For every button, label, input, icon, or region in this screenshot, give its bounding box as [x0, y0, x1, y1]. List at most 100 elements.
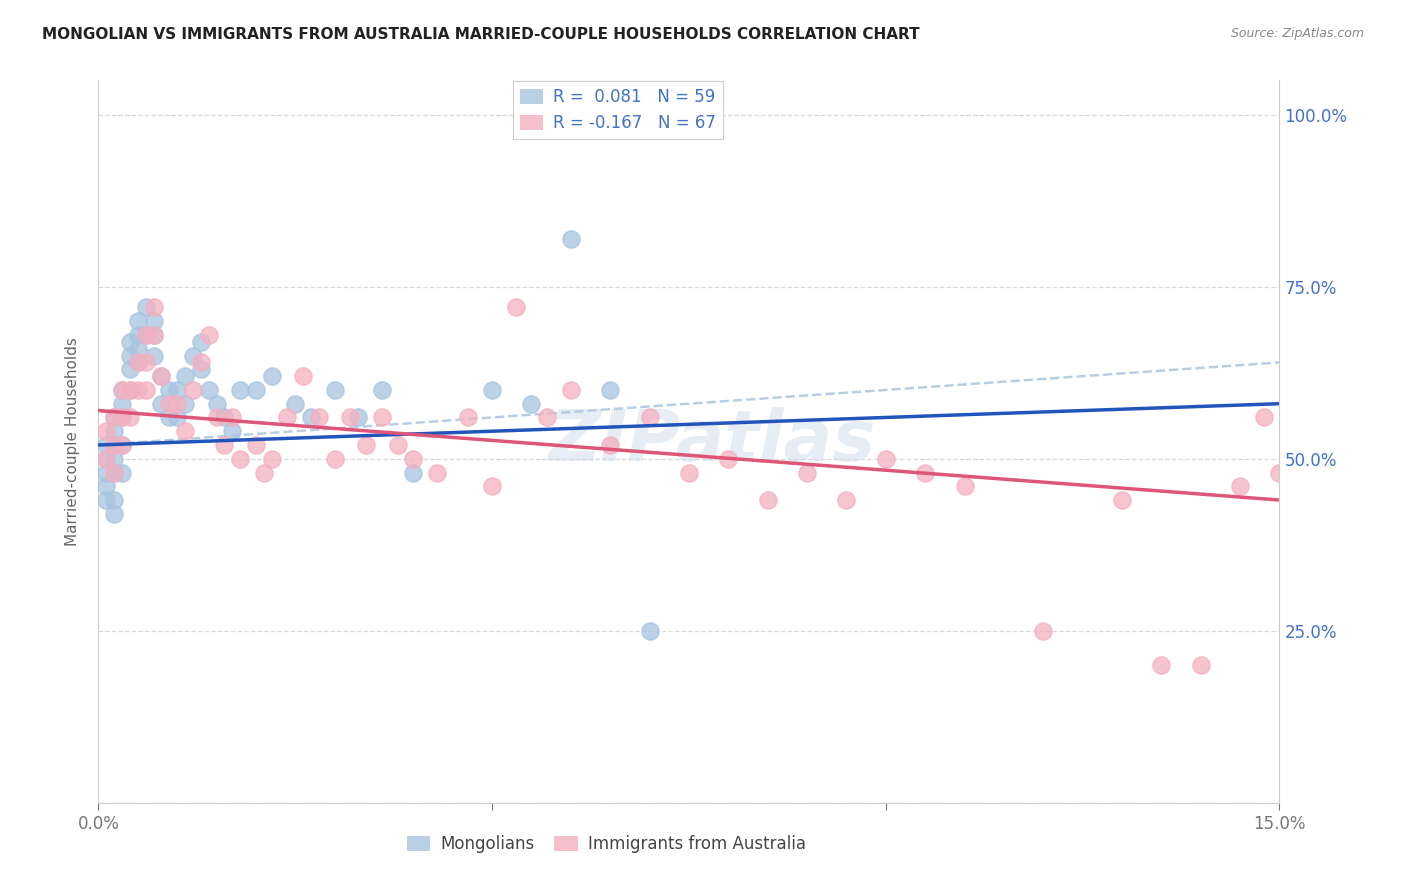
Point: [481, 479, 503, 493]
Point: [103, 424, 125, 438]
Point: [1111, 493, 1133, 508]
Point: [103, 493, 125, 508]
Point: [96, 451, 118, 466]
Point: [520, 397, 543, 411]
Point: [1150, 658, 1173, 673]
Point: [111, 438, 134, 452]
Point: [1323, 672, 1346, 686]
Point: [111, 397, 134, 411]
Point: [953, 479, 976, 493]
Point: [253, 466, 276, 480]
Point: [135, 301, 157, 315]
Point: [135, 383, 157, 397]
Legend: Mongolians, Immigrants from Australia: Mongolians, Immigrants from Australia: [401, 828, 813, 860]
Point: [118, 362, 141, 376]
Point: [181, 349, 204, 363]
Point: [142, 349, 165, 363]
Point: [166, 383, 188, 397]
Point: [118, 383, 141, 397]
Point: [599, 438, 621, 452]
Point: [299, 410, 322, 425]
Point: [103, 507, 125, 521]
Point: [127, 355, 149, 369]
Point: [142, 301, 165, 315]
Point: [457, 410, 479, 425]
Point: [127, 327, 149, 342]
Point: [323, 451, 346, 466]
Point: [157, 397, 180, 411]
Point: [221, 410, 243, 425]
Point: [127, 342, 149, 356]
Point: [174, 369, 197, 384]
Point: [118, 383, 141, 397]
Point: [536, 410, 558, 425]
Point: [560, 383, 582, 397]
Point: [323, 383, 346, 397]
Point: [103, 438, 125, 452]
Point: [157, 383, 180, 397]
Point: [260, 451, 283, 466]
Point: [181, 383, 204, 397]
Point: [111, 383, 134, 397]
Point: [214, 438, 236, 452]
Point: [166, 397, 188, 411]
Point: [560, 231, 582, 245]
Text: MONGOLIAN VS IMMIGRANTS FROM AUSTRALIA MARRIED-COUPLE HOUSEHOLDS CORRELATION CHA: MONGOLIAN VS IMMIGRANTS FROM AUSTRALIA M…: [42, 27, 920, 42]
Point: [638, 624, 661, 638]
Point: [150, 397, 173, 411]
Point: [1032, 624, 1054, 638]
Point: [796, 466, 818, 480]
Point: [157, 410, 180, 425]
Point: [205, 397, 228, 411]
Point: [135, 327, 157, 342]
Point: [127, 355, 149, 369]
Point: [756, 493, 779, 508]
Point: [371, 410, 394, 425]
Point: [481, 383, 503, 397]
Point: [103, 438, 125, 452]
Point: [638, 410, 661, 425]
Point: [284, 397, 307, 411]
Point: [174, 397, 197, 411]
Point: [190, 362, 212, 376]
Point: [245, 383, 267, 397]
Point: [118, 410, 141, 425]
Point: [174, 424, 197, 438]
Point: [96, 424, 118, 438]
Point: [1268, 466, 1291, 480]
Point: [111, 383, 134, 397]
Point: [221, 424, 243, 438]
Point: [135, 327, 157, 342]
Point: [111, 438, 134, 452]
Point: [1308, 658, 1330, 673]
Point: [214, 410, 236, 425]
Point: [111, 466, 134, 480]
Point: [245, 438, 267, 452]
Point: [197, 383, 219, 397]
Point: [678, 466, 700, 480]
Point: [135, 355, 157, 369]
Point: [914, 466, 936, 480]
Point: [96, 479, 118, 493]
Point: [1253, 410, 1275, 425]
Point: [229, 383, 252, 397]
Point: [118, 349, 141, 363]
Point: [1189, 658, 1212, 673]
Point: [875, 451, 897, 466]
Point: [142, 327, 165, 342]
Point: [505, 301, 527, 315]
Point: [190, 355, 212, 369]
Point: [166, 410, 188, 425]
Point: [111, 410, 134, 425]
Point: [96, 438, 118, 452]
Point: [103, 410, 125, 425]
Point: [96, 493, 118, 508]
Point: [354, 438, 377, 452]
Point: [308, 410, 330, 425]
Point: [426, 466, 449, 480]
Point: [717, 451, 740, 466]
Point: [371, 383, 394, 397]
Point: [599, 383, 621, 397]
Point: [1284, 355, 1306, 369]
Point: [142, 327, 165, 342]
